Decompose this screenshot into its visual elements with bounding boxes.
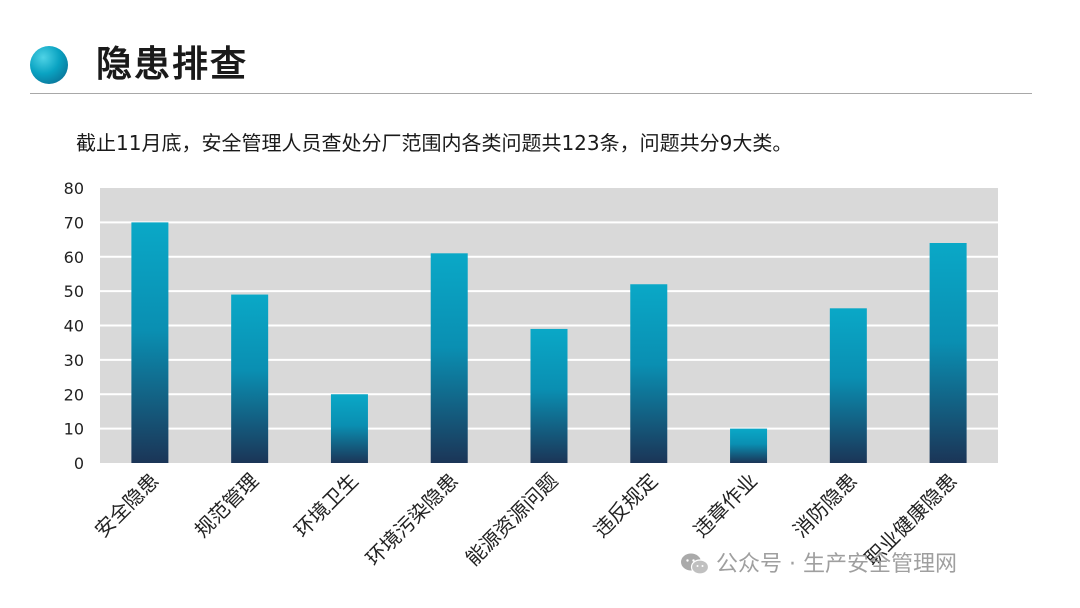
watermark-text: 公众号 · 生产安全管理网 — [716, 552, 957, 577]
title-bullet-dot — [30, 46, 68, 84]
y-tick-label: 60 — [64, 248, 84, 267]
x-category-label: 违章作业 — [689, 469, 763, 543]
x-category-label: 安全隐患 — [90, 469, 164, 543]
x-category-label: 环境污染隐患 — [361, 469, 463, 571]
x-category-label: 环境卫生 — [289, 469, 363, 543]
bar — [131, 222, 169, 463]
y-tick-label: 70 — [64, 213, 84, 232]
watermark: 公众号 · 生产安全管理网 — [680, 548, 957, 582]
y-tick-label: 80 — [64, 179, 84, 198]
x-category-label: 能源资源问题 — [461, 469, 563, 571]
wechat-icon — [681, 553, 710, 575]
x-category-label: 规范管理 — [190, 469, 264, 543]
bar — [829, 308, 867, 463]
page-title: 隐患排查 — [96, 44, 249, 85]
bar — [929, 243, 967, 463]
header-divider — [30, 93, 1032, 94]
y-tick-label: 10 — [64, 420, 84, 439]
bars — [131, 222, 967, 463]
x-category-label: 违反规定 — [589, 469, 663, 543]
bar — [530, 328, 568, 463]
y-tick-label: 50 — [64, 282, 84, 301]
bar — [430, 253, 468, 463]
bar — [630, 284, 668, 463]
y-axis: 0 10 20 30 40 50 60 70 80 — [64, 179, 84, 473]
bar — [330, 394, 368, 463]
y-tick-label: 30 — [64, 351, 84, 370]
y-tick-label: 0 — [74, 454, 84, 473]
bar — [231, 294, 269, 463]
y-tick-label: 20 — [64, 385, 84, 404]
chart-summary-text: 截止11月底，安全管理人员查处分厂范围内各类问题共123条，问题共分9大类。 — [76, 131, 793, 155]
y-tick-label: 40 — [64, 317, 84, 336]
x-category-label: 消防隐患 — [788, 469, 862, 543]
bar — [730, 428, 768, 463]
